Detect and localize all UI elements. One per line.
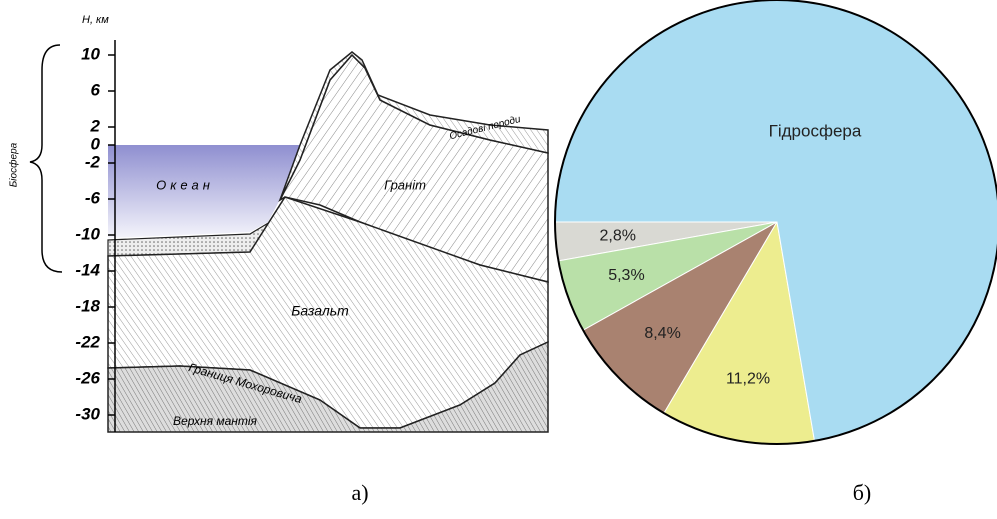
axis-label: H, км	[82, 14, 109, 26]
pie-chart: б) 2,8% 5,3% 8,4% 11,2% Гідросфера	[554, 0, 997, 505]
y-tick-label: 6	[91, 80, 101, 99]
granite-label: Граніт	[384, 177, 426, 192]
data-label: 11,2%	[726, 370, 770, 387]
y-tick-label: 2	[90, 116, 101, 135]
category-label: Гідросфера	[769, 121, 862, 140]
pie-outline	[554, 0, 997, 445]
y-tick-label: -30	[75, 404, 100, 423]
data-label: 2,8%	[600, 227, 636, 244]
y-tick-label: 10	[81, 44, 100, 63]
y-tick-label: 0	[91, 134, 101, 153]
y-tick-label: -18	[75, 296, 100, 315]
y-tick-label: -14	[75, 260, 100, 279]
side-label: Біосфера	[8, 142, 20, 187]
mantle	[107, 340, 549, 433]
mantle-label: Верхня мантія	[173, 414, 257, 428]
cross-section: H, км Біосфера Океан Граніт Осадові поро…	[8, 14, 549, 505]
y-tick-label: -6	[85, 188, 101, 207]
y-tick-label: -26	[75, 368, 100, 387]
caption: а)	[351, 480, 368, 505]
data-label: 8,4%	[644, 325, 680, 342]
y-tick-label: -10	[75, 224, 100, 243]
sediments	[279, 51, 549, 201]
ocean	[108, 145, 300, 238]
caption: б)	[853, 480, 872, 505]
y-tick-label: -22	[75, 332, 100, 351]
brace	[29, 44, 63, 273]
data-label: 5,3%	[608, 267, 644, 284]
ocean-label: Океан	[156, 177, 214, 192]
basalt-label: Базальт	[291, 303, 349, 319]
y-tick-label: -2	[85, 152, 101, 171]
